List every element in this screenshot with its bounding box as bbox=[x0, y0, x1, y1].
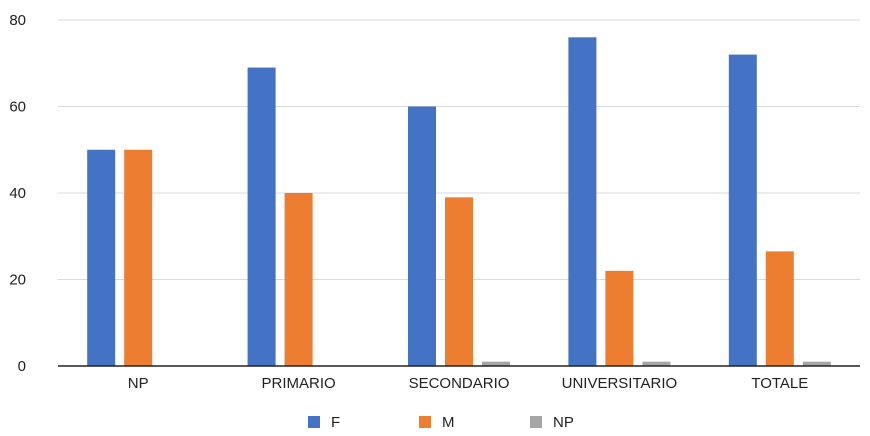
bar-f-universitario bbox=[568, 37, 597, 367]
x-axis-categories: NP PRIMARIO SECONDARIO UNIVERSITARIO TOTALE bbox=[128, 375, 809, 392]
y-tick-label: 20 bbox=[9, 272, 26, 289]
bar-m-primario bbox=[284, 193, 313, 366]
y-tick-label: 40 bbox=[9, 185, 26, 202]
bar-f-totale bbox=[728, 54, 757, 366]
bar-np-secondario bbox=[482, 361, 510, 366]
bar-m-totale bbox=[765, 251, 794, 366]
x-category-label: PRIMARIO bbox=[262, 375, 336, 392]
legend-swatch-np bbox=[530, 416, 542, 428]
y-tick-label: 80 bbox=[9, 12, 26, 29]
x-category-label: UNIVERSITARIO bbox=[562, 375, 678, 392]
legend: F M NP bbox=[308, 414, 574, 431]
legend-label-np: NP bbox=[553, 414, 574, 431]
bars bbox=[87, 37, 831, 367]
x-category-label: TOTALE bbox=[751, 375, 808, 392]
legend-swatch-f bbox=[308, 416, 320, 428]
bar-m-secondario bbox=[445, 197, 473, 366]
legend-label-m: M bbox=[442, 414, 455, 431]
legend-swatch-m bbox=[419, 416, 431, 428]
legend-label-f: F bbox=[331, 414, 340, 431]
bar-f-np bbox=[87, 149, 116, 366]
bar-m-universitario bbox=[605, 270, 634, 366]
bar-np-totale bbox=[802, 361, 831, 366]
y-tick-label: 0 bbox=[18, 358, 26, 375]
bar-np-universitario bbox=[642, 361, 671, 366]
y-axis-ticks: 0 20 40 60 80 bbox=[9, 12, 26, 375]
x-category-label: SECONDARIO bbox=[409, 375, 510, 392]
y-tick-label: 60 bbox=[9, 99, 26, 116]
x-category-label: NP bbox=[128, 375, 149, 392]
bar-m-np bbox=[124, 149, 153, 366]
bar-f-secondario bbox=[408, 106, 436, 366]
bar-f-primario bbox=[247, 67, 276, 366]
